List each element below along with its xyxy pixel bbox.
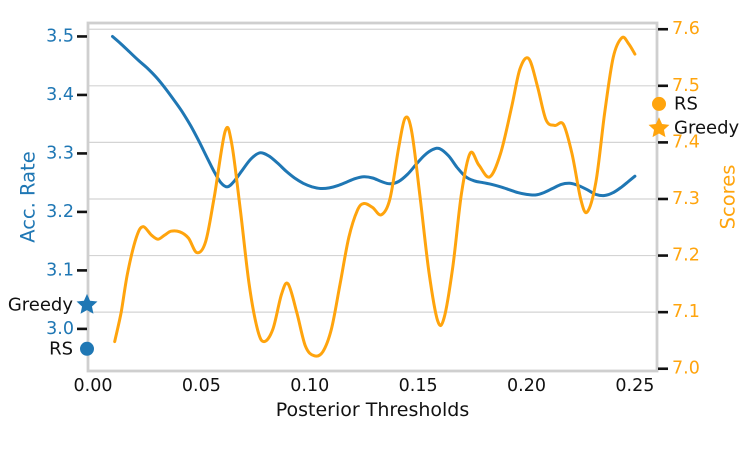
acc-rate-curve bbox=[111, 35, 637, 198]
right-tick-label: 7.5 bbox=[672, 76, 700, 96]
left-tick-label: 3.2 bbox=[46, 202, 74, 222]
left-tick-label: 3.4 bbox=[46, 85, 74, 105]
left-annotation-label: RS bbox=[49, 338, 73, 359]
right-annotation-label: RS bbox=[674, 93, 698, 114]
x-tick-label: 0.05 bbox=[182, 376, 221, 396]
x-tick-label: 0.10 bbox=[290, 376, 329, 396]
right-tick-label: 7.4 bbox=[672, 132, 700, 152]
left-greedy-star-marker bbox=[76, 293, 98, 314]
x-tick-label: 0.00 bbox=[74, 376, 113, 396]
left-tick-label: 3.5 bbox=[46, 26, 74, 46]
right-tick-label: 7.1 bbox=[672, 302, 700, 322]
x-tick-label: 0.20 bbox=[507, 376, 546, 396]
right-tick-label: 7.6 bbox=[672, 19, 700, 39]
x-tick-label: 0.25 bbox=[615, 376, 654, 396]
right-annotation-label: Greedy bbox=[674, 118, 740, 139]
right-greedy-star-marker bbox=[648, 117, 670, 138]
plot-frame bbox=[86, 21, 659, 373]
left-tick-label: 3.3 bbox=[46, 143, 74, 163]
right-rs-circle-marker bbox=[652, 96, 666, 111]
right-tick-label: 7.3 bbox=[672, 189, 700, 209]
x-axis-label: Posterior Thresholds bbox=[276, 399, 470, 421]
left-tick-label: 3.0 bbox=[46, 319, 74, 339]
right-axis-label: Scores bbox=[717, 165, 740, 230]
left-annotation-label: Greedy bbox=[8, 294, 74, 315]
left-rs-circle-marker bbox=[80, 341, 94, 356]
scores-curve bbox=[113, 35, 637, 358]
left-axis-label: Acc. Rate bbox=[17, 151, 40, 243]
right-tick-label: 7.0 bbox=[672, 359, 700, 379]
left-tick-label: 3.1 bbox=[46, 260, 74, 280]
right-tick-label: 7.2 bbox=[672, 246, 700, 266]
x-tick-label: 0.15 bbox=[399, 376, 438, 396]
